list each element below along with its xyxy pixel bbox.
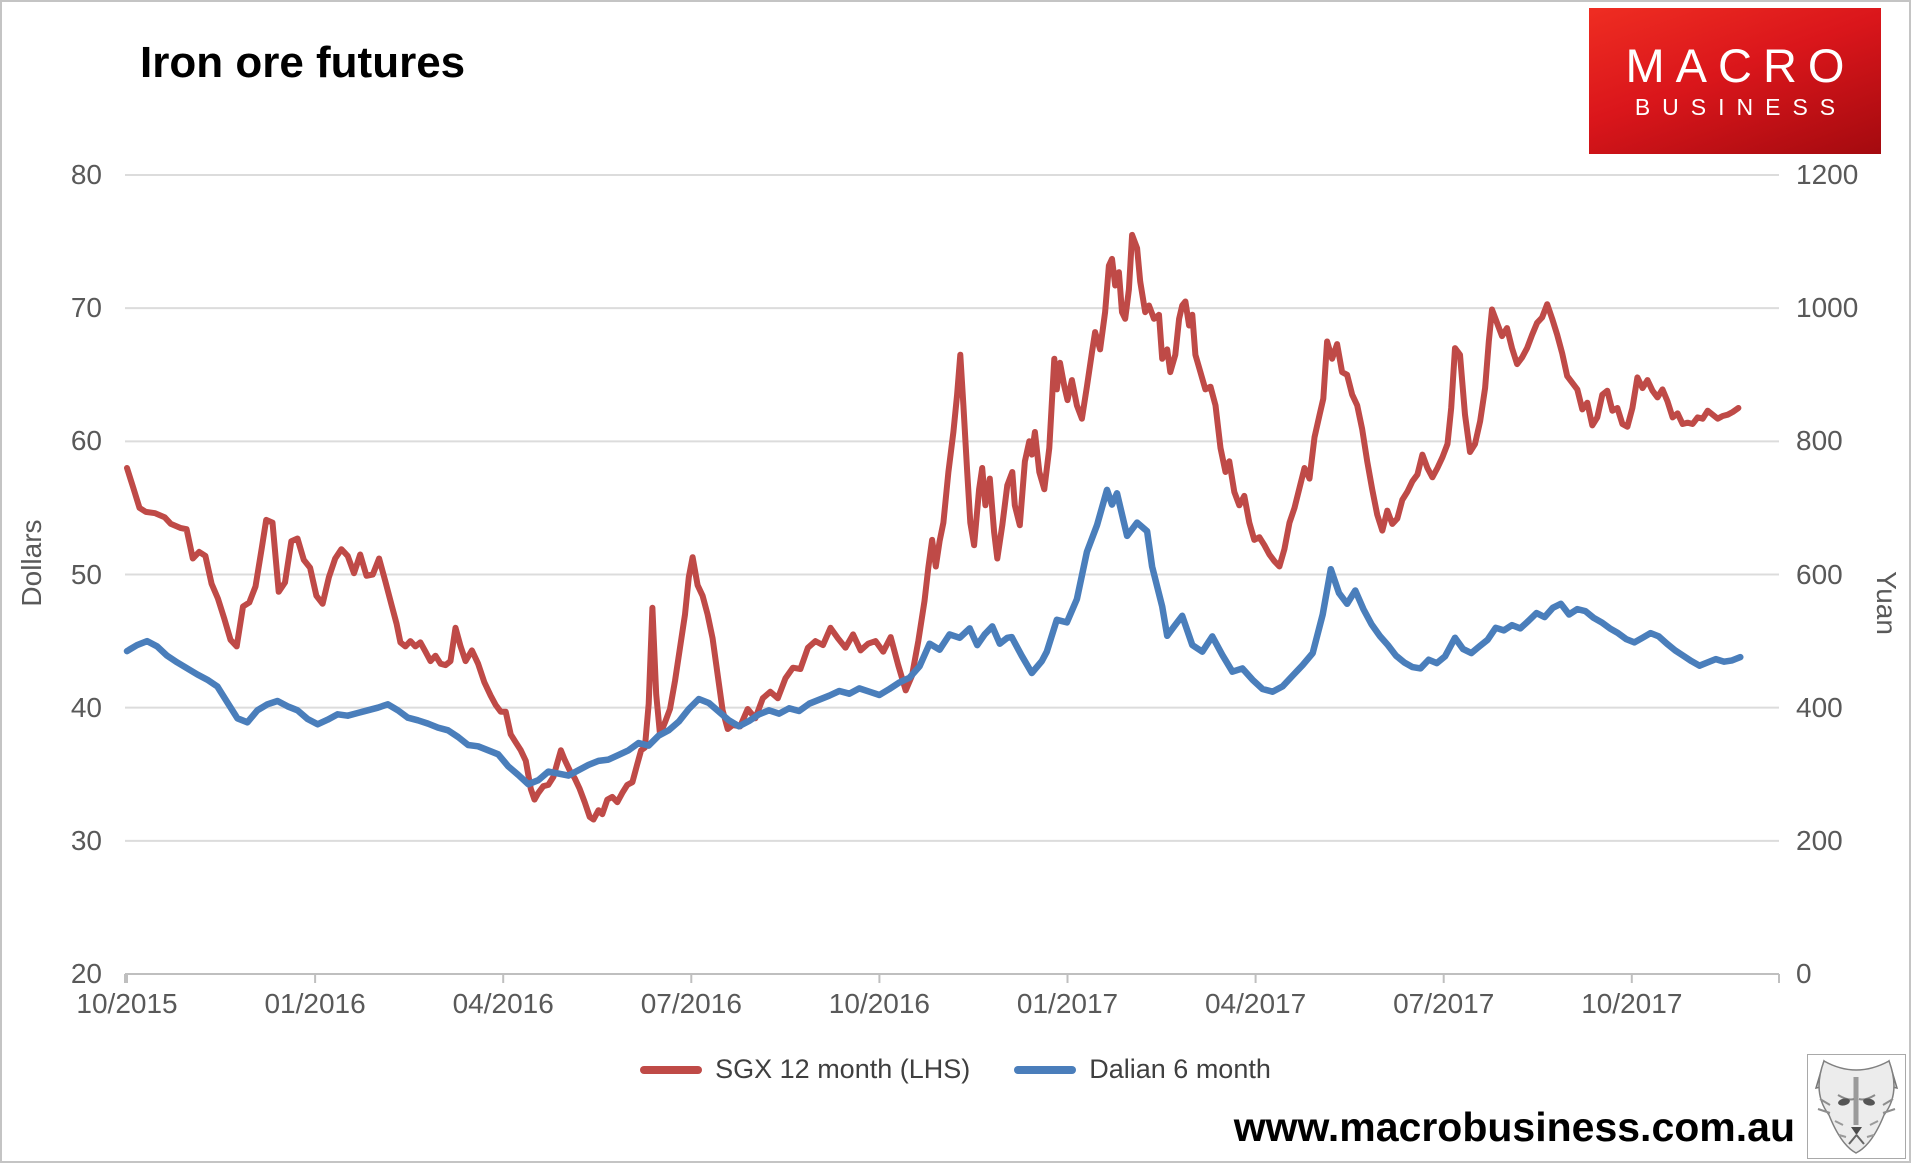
left-tick-60: 60 [70, 425, 102, 457]
logo-line2: BUSINESS [1634, 94, 1848, 121]
left-tick-80: 80 [70, 159, 102, 190]
left-axis-title: Dollars [16, 519, 47, 607]
left-tick-20: 20 [70, 958, 102, 989]
x-tick-01/2017: 01/2017 [1016, 988, 1119, 1019]
right-tick-0: 0 [1796, 958, 1812, 989]
x-axis [124, 974, 1780, 983]
legend: SGX 12 month (LHS) Dalian 6 month [2, 1054, 1909, 1085]
right-tick-1200: 1200 [1796, 159, 1859, 190]
right-tick-400: 400 [1796, 691, 1843, 723]
sgx-line-swatch-icon [640, 1065, 703, 1074]
x-tick-04/2017: 04/2017 [1204, 988, 1307, 1019]
left-tick-30: 30 [70, 824, 102, 856]
right-axis-title: Yuan [1871, 571, 1902, 635]
right-tick-600: 600 [1796, 558, 1843, 590]
left-tick-40: 40 [70, 691, 102, 723]
x-tick-07/2016: 07/2016 [640, 988, 742, 1019]
right-tick-200: 200 [1796, 824, 1843, 856]
legend-item-sgx: SGX 12 month (LHS) [640, 1054, 970, 1085]
x-tick-10/2015: 10/2015 [76, 988, 178, 1019]
left-tick-70: 70 [70, 292, 102, 324]
x-tick-07/2017: 07/2017 [1393, 988, 1495, 1019]
x-tick-01/2016: 01/2016 [264, 988, 366, 1019]
fox-logo-icon [1807, 1054, 1906, 1159]
legend-item-dalian: Dalian 6 month [1014, 1054, 1271, 1085]
left-tick-50: 50 [70, 558, 102, 590]
dalian-line-swatch-icon [1014, 1065, 1077, 1074]
series-line-dalian [123, 486, 1744, 788]
x-tick-04/2016: 04/2016 [452, 988, 554, 1019]
right-tick-800: 800 [1796, 425, 1843, 457]
series-line-sgx [124, 231, 1742, 823]
website-url: www.macrobusiness.com.au [1233, 1104, 1795, 1150]
logo-line1: MACRO [1625, 38, 1856, 92]
x-tick-10/2017: 10/2017 [1581, 988, 1683, 1019]
series-lines [123, 231, 1744, 823]
macrobusiness-logo: MACRO BUSINESS [1589, 8, 1881, 154]
x-tick-10/2016: 10/2016 [828, 988, 930, 1019]
legend-label-sgx: SGX 12 month (LHS) [715, 1054, 971, 1084]
chart-title: Iron ore futures [140, 38, 466, 87]
right-tick-1000: 1000 [1796, 292, 1859, 324]
legend-label-dalian: Dalian 6 month [1089, 1054, 1271, 1084]
